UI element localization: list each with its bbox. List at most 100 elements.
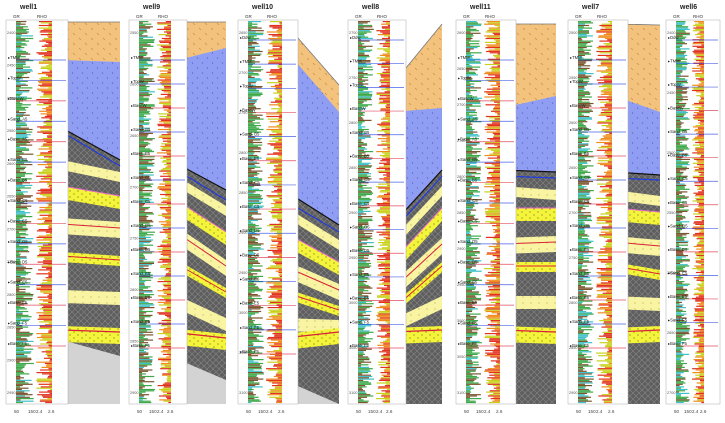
rho-log-sample bbox=[692, 67, 704, 69]
gr-log-sample bbox=[248, 385, 256, 387]
gr-log-sample bbox=[676, 208, 680, 210]
rho-log-sample bbox=[692, 89, 704, 92]
rho-log-sample bbox=[383, 100, 390, 102]
gr-log-sample bbox=[248, 22, 253, 24]
gr-log-sample bbox=[248, 171, 258, 173]
rho-log-sample bbox=[698, 349, 704, 352]
gr-log-sample bbox=[139, 388, 155, 391]
rho-log-sample bbox=[165, 195, 171, 197]
rho-log-sample bbox=[40, 113, 52, 115]
marker-label: ▸Sand_C5 bbox=[131, 175, 151, 180]
rho-log-sample bbox=[160, 193, 171, 196]
rho-log-sample bbox=[277, 290, 282, 292]
rho-log-sample bbox=[167, 174, 171, 176]
rho-log-sample bbox=[495, 251, 500, 253]
gr-log-sample bbox=[578, 236, 582, 238]
gr-log-sample bbox=[676, 342, 685, 344]
marker-label: ▸Base_D5 bbox=[570, 247, 590, 252]
gr-log-sample bbox=[139, 378, 144, 380]
rho-log-sample bbox=[491, 69, 500, 71]
gr-log-sample bbox=[139, 151, 155, 153]
rho-log-sample bbox=[162, 140, 171, 142]
gr-log-sample bbox=[578, 317, 583, 319]
gr-log-sample bbox=[676, 210, 688, 212]
rho-log-sample bbox=[168, 154, 171, 157]
gr-log-sample bbox=[676, 122, 684, 124]
gr-log-sample bbox=[466, 187, 480, 189]
gr-log-sample bbox=[578, 248, 586, 250]
rho-log-sample bbox=[274, 58, 282, 60]
rho-log-sample bbox=[36, 273, 52, 275]
gr-log-sample bbox=[139, 219, 153, 222]
gr-log-sample bbox=[578, 243, 590, 245]
gr-log-sample bbox=[248, 161, 257, 163]
rho-log-sample bbox=[275, 398, 282, 400]
rho-log-sample bbox=[279, 156, 282, 158]
gr-log-sample bbox=[248, 257, 258, 259]
gr-log-sample bbox=[578, 218, 592, 220]
gr-log-sample bbox=[466, 312, 470, 314]
gr-log-sample bbox=[676, 186, 685, 188]
gr-log-sample bbox=[16, 48, 21, 50]
rho-log-sample bbox=[601, 145, 612, 147]
depth-tick-label: 2800 bbox=[349, 121, 357, 125]
rho-log-sample bbox=[493, 247, 500, 249]
scale-tick-label: 50 bbox=[14, 409, 20, 414]
rho-log-sample bbox=[598, 355, 612, 357]
rho-log-sample bbox=[271, 41, 282, 43]
rho-log-sample bbox=[160, 175, 171, 177]
gr-log-sample bbox=[139, 317, 145, 319]
gr-log-sample bbox=[16, 105, 22, 107]
gr-log-sample bbox=[16, 344, 31, 346]
rho-log-sample bbox=[486, 382, 500, 384]
rho-log-sample bbox=[166, 110, 171, 112]
rho-log-sample bbox=[484, 336, 500, 339]
rho-log-sample bbox=[158, 214, 171, 216]
gr-log-sample bbox=[16, 234, 29, 236]
gr-log-sample bbox=[578, 100, 582, 102]
rho-log-sample bbox=[160, 364, 171, 366]
gr-log-sample bbox=[358, 335, 364, 337]
rho-log-sample bbox=[158, 34, 171, 36]
rho-log-sample bbox=[46, 268, 52, 270]
rho-log-sample bbox=[603, 34, 612, 36]
gr-log-sample bbox=[248, 296, 252, 298]
gr-log-sample bbox=[358, 255, 369, 257]
rho-log-sample bbox=[486, 292, 500, 294]
rho-log-sample bbox=[487, 173, 500, 175]
gr-log-sample bbox=[676, 203, 680, 205]
rho-log-sample bbox=[696, 351, 704, 353]
gr-log-sample bbox=[676, 113, 686, 115]
gr-log-sample bbox=[676, 320, 685, 322]
gr-log-sample bbox=[16, 288, 26, 290]
gr-log-sample bbox=[676, 78, 686, 80]
gr-log-sample bbox=[466, 30, 480, 32]
gr-log-sample bbox=[16, 383, 33, 385]
gr-log-sample bbox=[676, 229, 683, 231]
rho-log-sample bbox=[496, 331, 500, 333]
rho-log-sample bbox=[601, 279, 612, 281]
rho-log-sample bbox=[159, 188, 171, 190]
gr-log-sample bbox=[466, 54, 474, 56]
gr-log-sample bbox=[578, 35, 593, 37]
rho-log-sample bbox=[489, 117, 500, 119]
track-label-gr: GR bbox=[136, 14, 144, 19]
gr-log-sample bbox=[676, 70, 683, 72]
gr-log-sample bbox=[358, 374, 371, 376]
rho-log-sample bbox=[384, 240, 390, 242]
marker-label: ▸Sand_F5 bbox=[8, 321, 28, 326]
rho-log-sample bbox=[38, 173, 52, 175]
gr-log-sample bbox=[676, 201, 686, 203]
rho-log-sample bbox=[487, 157, 500, 159]
gr-log-sample bbox=[139, 108, 154, 110]
rho-log-sample bbox=[604, 323, 612, 326]
gr-log-sample bbox=[358, 379, 364, 381]
rho-log-sample bbox=[268, 312, 282, 314]
gr-log-sample bbox=[16, 219, 25, 222]
gr-log-sample bbox=[358, 204, 367, 206]
rho-log-sample bbox=[491, 330, 500, 332]
gr-log-sample bbox=[466, 386, 471, 388]
gr-log-sample bbox=[16, 286, 30, 288]
rho-log-sample bbox=[272, 258, 282, 261]
